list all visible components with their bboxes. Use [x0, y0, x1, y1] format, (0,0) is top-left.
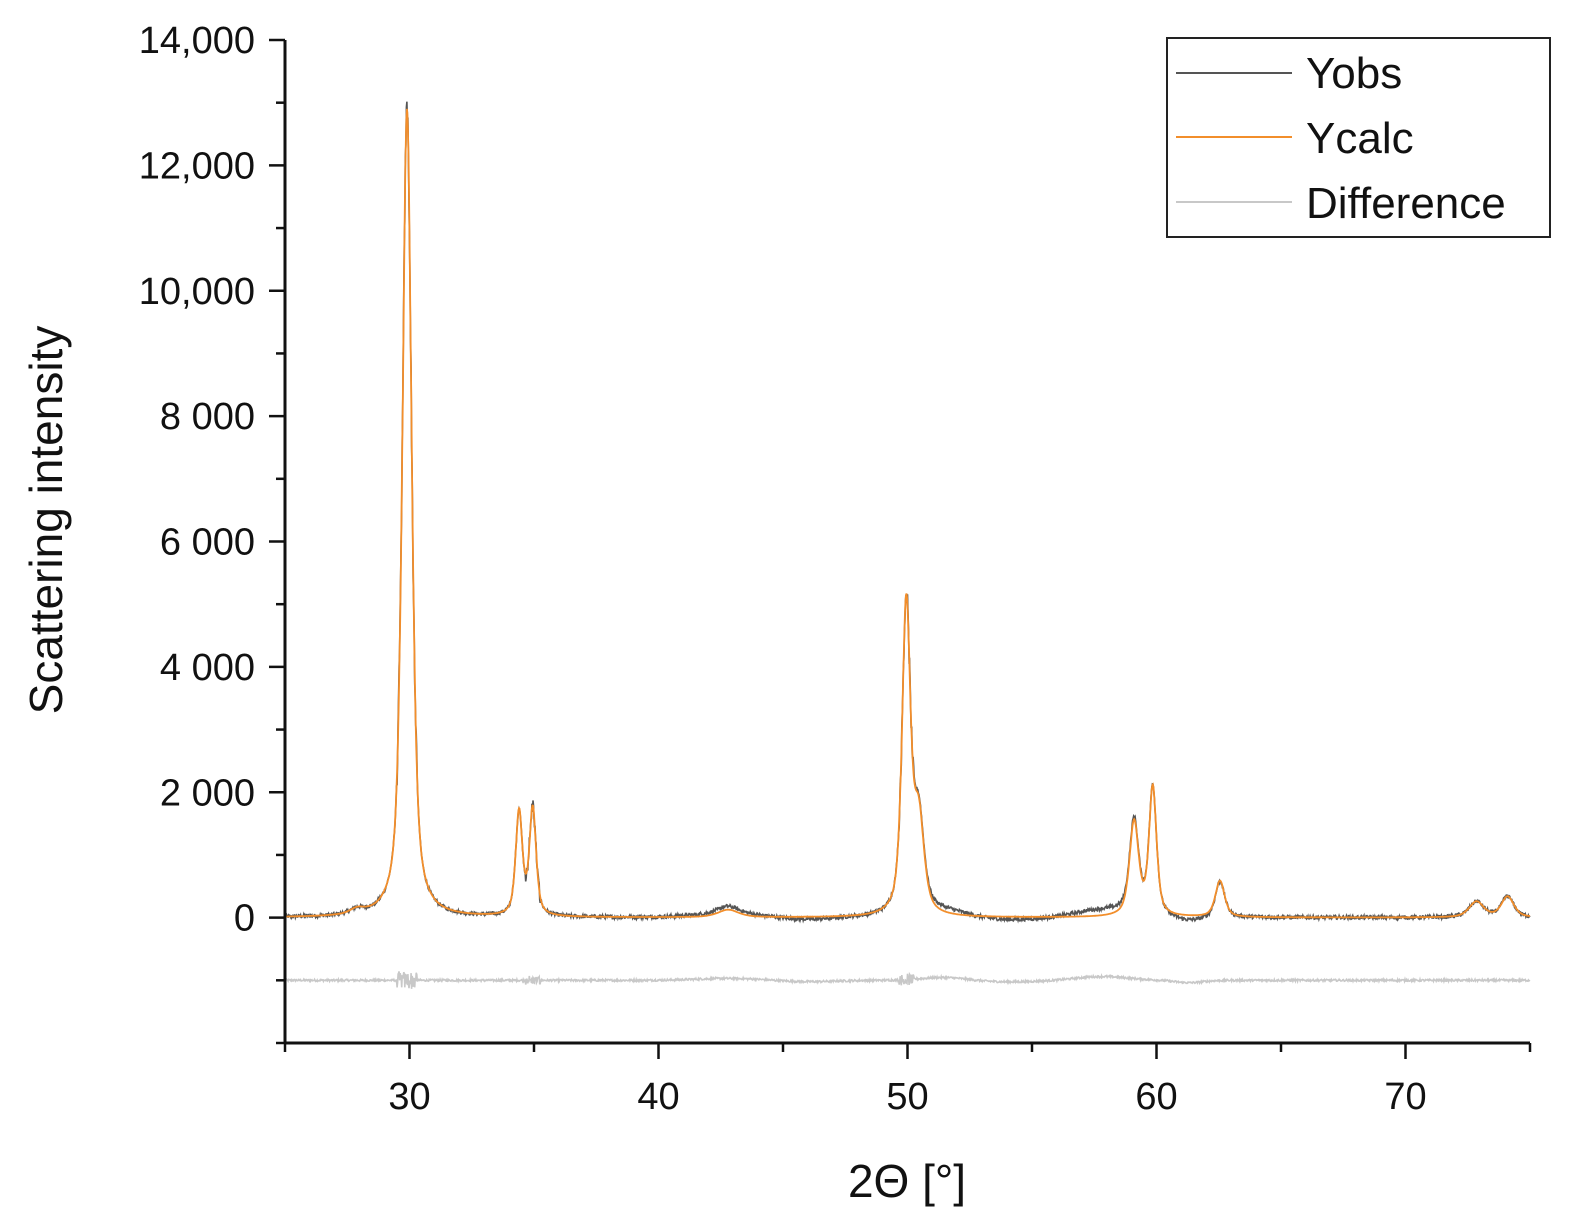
y-tick-label: 4 000 — [160, 647, 255, 689]
y-tick-label: 12,000 — [139, 145, 255, 187]
x-tick-label: 40 — [637, 1076, 679, 1118]
y-tick-label: 2 000 — [160, 772, 255, 814]
plot-lines — [284, 101, 1531, 989]
y-tick-label: 6 000 — [160, 522, 255, 564]
y-tick-label: 8 000 — [160, 396, 255, 438]
x-tick-label: 30 — [388, 1076, 430, 1118]
legend-label-difference: Difference — [1306, 179, 1506, 228]
series-line-difference — [284, 971, 1531, 989]
x-tick-label: 60 — [1135, 1076, 1177, 1118]
legend-label-ycalc: Ycalc — [1306, 114, 1414, 163]
x-axis-title: 2Θ [°] — [848, 1155, 966, 1207]
legend-label-yobs: Yobs — [1306, 49, 1402, 98]
x-ticks: 30 40 50 60 70 — [283, 1043, 1532, 1118]
legend: Yobs Ycalc Difference — [1166, 37, 1551, 238]
x-tick-label: 70 — [1384, 1076, 1426, 1118]
y-tick-label: 0 — [234, 898, 255, 940]
y-tick-label: 14,000 — [139, 20, 255, 62]
y-axis-title: Scattering intensity — [20, 326, 72, 715]
y-ticks: 0 2 000 4 000 6 000 8 000 10,000 12,000 14,000 — [139, 20, 285, 1045]
x-tick-label: 50 — [886, 1076, 928, 1118]
y-tick-label: 10,000 — [139, 271, 255, 313]
series-line-ycalc — [285, 108, 1531, 919]
